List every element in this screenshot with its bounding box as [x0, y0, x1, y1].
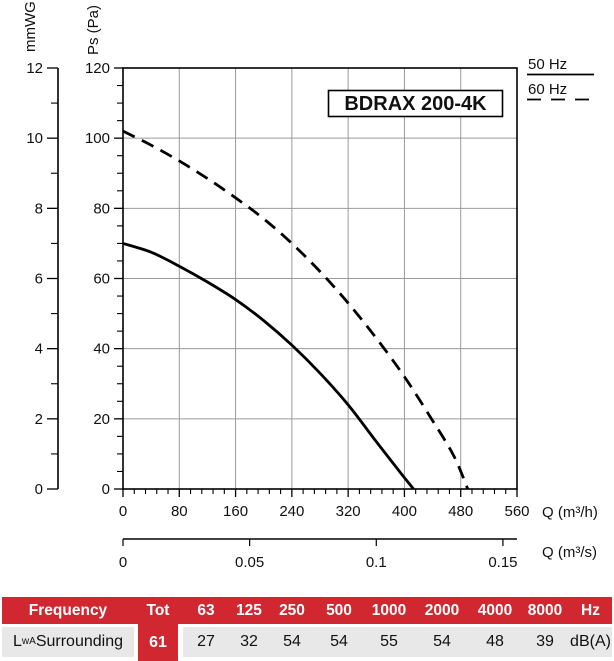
performance-curves — [122, 129, 470, 490]
fan-curve-chart: 0 80 160 240 320 400 480 5600204060801001200246… — [22, 1, 598, 571]
value-cell: 27 — [183, 627, 229, 657]
x-tick-label: 320 — [336, 503, 361, 520]
curve-60hz — [122, 129, 470, 490]
header-band-4000: 4000 — [477, 601, 513, 619]
header-band-125: 125 — [236, 601, 262, 619]
legend: 50 Hz 60 Hz — [527, 56, 594, 101]
axis-ticks — [47, 67, 518, 546]
mmwg-tick-label: 6 — [35, 271, 43, 288]
value-cell: 48 — [469, 627, 521, 657]
axis-tick-labels: 0 80 160 240 320 400 480 5600204060801001200246… — [26, 60, 529, 571]
lwa-sub: wA — [21, 636, 36, 647]
header-band-1000: 1000 — [371, 601, 407, 619]
m3s-tick-label: 0 — [119, 554, 127, 571]
mmwg-tick-label: 10 — [26, 130, 43, 147]
q-m3s-axis-title: Q (m³/s) — [542, 544, 597, 561]
gridlines — [123, 68, 517, 489]
value-cell: 54 — [415, 627, 469, 657]
x-tick-label: 0 — [119, 503, 127, 520]
m3s-tick-label: 0.15 — [488, 554, 517, 571]
mmwg-axis-title: mmWG — [22, 1, 39, 52]
x-tick-label: 400 — [392, 503, 417, 520]
header-tot: Tot — [146, 601, 170, 619]
header-band-2000: 2000 — [424, 601, 460, 619]
unit-cell: dB(A) — [569, 627, 612, 657]
ps-tick-label: 100 — [85, 130, 110, 147]
value-cell: 55 — [363, 627, 415, 657]
ps-axis-title: Ps (Pa) — [85, 5, 102, 55]
ps-tick-label: 120 — [85, 60, 110, 77]
ps-tick-label: 0 — [102, 481, 110, 498]
x-tick-label: 480 — [448, 503, 473, 520]
mmwg-tick-label: 2 — [35, 411, 43, 428]
ps-tick-label: 40 — [93, 341, 110, 358]
value-cell: 32 — [229, 627, 269, 657]
header-band-Hz: Hz — [581, 601, 600, 619]
header-band-8000: 8000 — [527, 601, 563, 619]
lwa-l: L — [13, 633, 22, 650]
value-cell: 54 — [315, 627, 363, 657]
legend-label-60hz: 60 Hz — [528, 81, 567, 98]
curve-50hz — [122, 242, 415, 490]
mmwg-tick-label: 8 — [35, 200, 43, 217]
header-band-63: 63 — [197, 601, 215, 619]
mmwg-tick-label: 4 — [35, 341, 43, 358]
ps-tick-label: 60 — [93, 271, 110, 288]
model-title-box: BDRAX 200-4K — [327, 89, 504, 118]
x-tick-label: 160 — [223, 503, 248, 520]
lwa-text: Surrounding — [35, 633, 123, 650]
m3s-tick-label: 0.1 — [366, 554, 387, 571]
value-cell: 54 — [269, 627, 315, 657]
x-tick-label: 560 — [504, 503, 529, 520]
legend-label-50hz: 50 Hz — [528, 56, 567, 73]
m3s-tick-label: 0.05 — [235, 554, 264, 571]
noise-table-header-row: Frequency Tot 63 125 250 500 1000 2000 4000 800… — [2, 597, 612, 624]
model-title: BDRAX 200-4K — [344, 93, 487, 115]
header-band-250: 250 — [279, 601, 305, 619]
mmwg-tick-label: 12 — [26, 60, 43, 77]
mmwg-tick-label: 0 — [35, 481, 43, 498]
ps-tick-label: 80 — [93, 200, 110, 217]
q-m3h-axis-title: Q (m³/h) — [542, 504, 598, 521]
header-frequency: Frequency — [28, 601, 108, 619]
ps-tick-label: 20 — [93, 411, 110, 428]
noise-table: Frequency Tot 63 125 250 500 1000 2000 4000 800… — [2, 597, 612, 661]
tot-value-cell: 61 — [138, 624, 178, 661]
x-tick-label: 240 — [279, 503, 304, 520]
x-tick-label: 80 — [171, 503, 188, 520]
value-cell: 39 — [521, 627, 569, 657]
header-band-500: 500 — [326, 601, 352, 619]
